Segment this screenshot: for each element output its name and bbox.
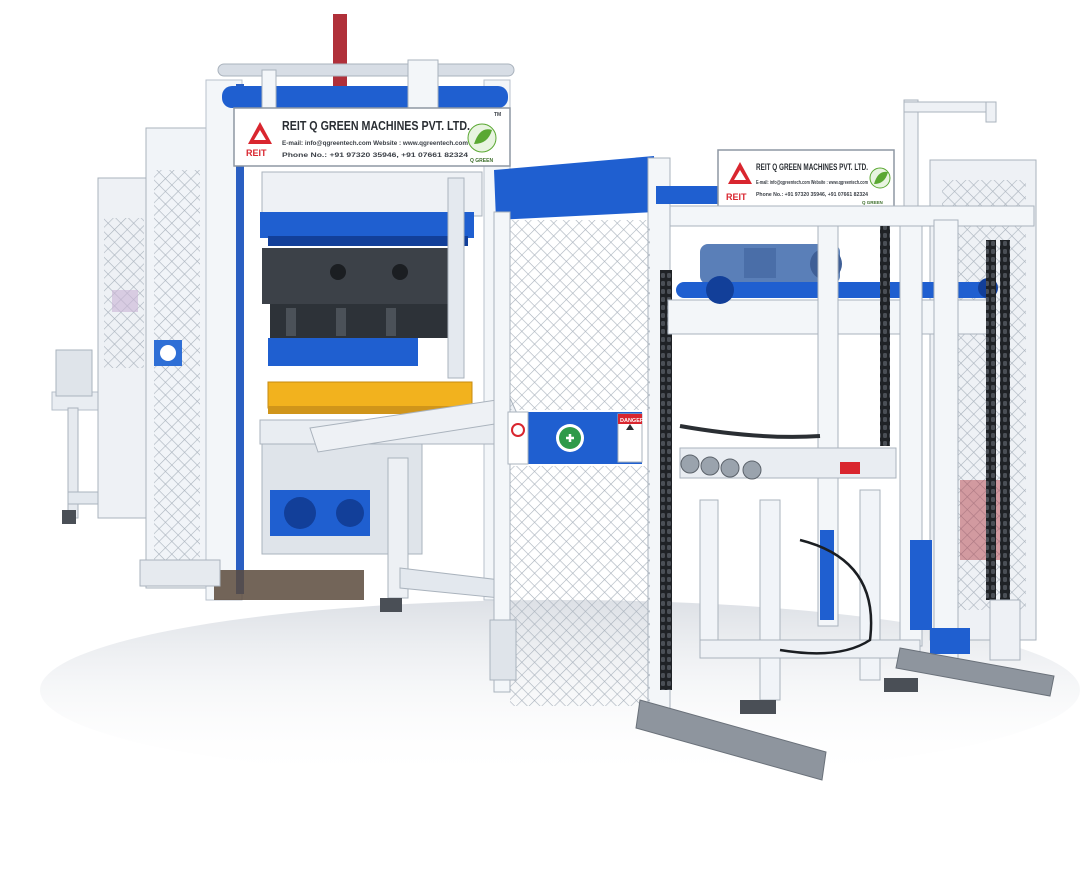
press-assembly [260, 171, 483, 414]
warning-icon [626, 424, 634, 430]
company-sign-left: REIT REIT Q GREEN MACHINES PVT. LTD. E-m… [233, 107, 511, 167]
drive-chain [660, 270, 672, 690]
sign-left-subbrand: Q GREEN [470, 158, 493, 164]
sprocket-left-icon [706, 276, 734, 304]
transfer-rollers [679, 424, 897, 480]
door-top-blue [494, 156, 656, 220]
red-guide-post [333, 14, 347, 94]
sign-left-contact: E-mail: info@qgreentech.com Website : ww… [282, 141, 468, 147]
stacker-top-beam [669, 205, 1035, 227]
sign-right-brand: REIT [726, 192, 747, 202]
sign-right-contact: E-mail: info@qgreentech.com Website : ww… [756, 180, 868, 186]
company-sign-right: REIT REIT Q GREEN MACHINES PVT. LTD. E-m… [717, 149, 895, 209]
sign-left-tm: TM [494, 112, 501, 118]
sign-right-company: REIT Q GREEN MACHINES PVT. LTD. [756, 162, 868, 172]
no-entry-icon [511, 423, 525, 437]
guard-door: DANGER [489, 156, 672, 729]
front-feed-rails [309, 397, 521, 612]
limit-switch-icon [840, 462, 860, 474]
sign-right-subbrand: Q GREEN [862, 200, 883, 205]
pallet-yellow [267, 381, 473, 409]
mould-box [262, 248, 452, 304]
vibrator-table [268, 338, 418, 366]
safety-sign-strip: DANGER [507, 411, 644, 465]
stacker-base [699, 489, 970, 714]
hydraulic-line [236, 84, 244, 594]
tamper-head-beam [260, 212, 474, 238]
stacker-machine: REIT REIT Q GREEN MACHINES PVT. LTD. E-m… [635, 99, 1055, 781]
side-guard-panel [145, 127, 209, 589]
sign-left-phone: Phone No.: +91 97320 35946, +91 07661 82… [282, 153, 469, 159]
sign-right-phone: Phone No.: +91 97320 35946, +91 07661 82… [756, 192, 868, 198]
rear-guard-frame [97, 177, 151, 519]
block-press-machine: REIT REIT Q GREEN MACHINES PVT. LTD. E-m… [51, 14, 521, 612]
ground-rail-back [895, 647, 1055, 697]
sign-left-company: REIT Q GREEN MACHINES PVT. LTD. [282, 118, 470, 133]
sign-left-brand: REIT [246, 148, 267, 158]
danger-label: DANGER [620, 418, 644, 424]
ground-rail-front [635, 699, 827, 781]
top-rail [217, 63, 515, 77]
